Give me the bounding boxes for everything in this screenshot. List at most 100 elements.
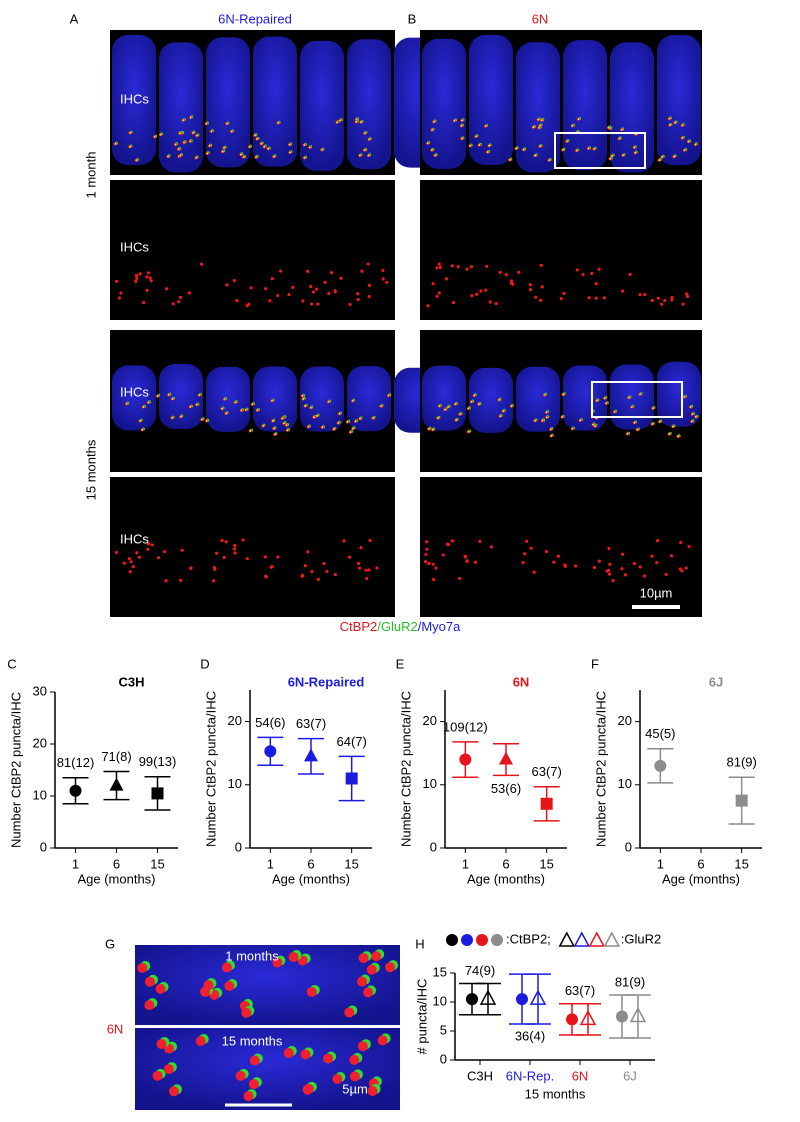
synapse bbox=[587, 296, 591, 300]
synapse bbox=[146, 547, 150, 551]
synapse bbox=[465, 267, 469, 271]
cell bbox=[159, 42, 203, 173]
synapse bbox=[367, 1085, 378, 1096]
synapse bbox=[368, 138, 371, 141]
synapse bbox=[523, 552, 527, 556]
synapse bbox=[425, 547, 429, 551]
synapse bbox=[538, 298, 543, 302]
synapse bbox=[694, 143, 697, 146]
synapse bbox=[561, 149, 564, 151]
synapse bbox=[460, 137, 463, 140]
mean-marker bbox=[566, 1013, 578, 1026]
synapse bbox=[455, 419, 458, 422]
synapse bbox=[167, 155, 169, 158]
synapse bbox=[538, 126, 541, 129]
synapse bbox=[367, 295, 371, 299]
n-label: 36(4) bbox=[515, 1028, 545, 1043]
synapse bbox=[504, 273, 508, 277]
mean-marker bbox=[109, 777, 124, 791]
synapse bbox=[164, 579, 168, 583]
n-label: 109(12) bbox=[443, 719, 488, 734]
synapse bbox=[639, 393, 641, 396]
synapse bbox=[550, 434, 553, 437]
synapse bbox=[670, 298, 674, 302]
synapse bbox=[620, 128, 623, 131]
synapse bbox=[456, 265, 460, 269]
synapse bbox=[494, 301, 498, 306]
synapse bbox=[359, 154, 361, 157]
synapse bbox=[270, 277, 274, 281]
synapse bbox=[681, 302, 685, 306]
synapse bbox=[306, 986, 317, 997]
synapse bbox=[332, 1074, 343, 1085]
synapse bbox=[498, 399, 500, 401]
mean-marker bbox=[459, 753, 472, 766]
synapse bbox=[522, 148, 525, 151]
synapse bbox=[138, 272, 142, 276]
synapse bbox=[251, 403, 254, 406]
synapse bbox=[213, 567, 217, 571]
synapse bbox=[510, 405, 513, 408]
synapse bbox=[597, 559, 602, 563]
synapse bbox=[182, 119, 185, 122]
synapse bbox=[426, 142, 429, 145]
n-label: 63(7) bbox=[296, 716, 326, 731]
synapse bbox=[478, 539, 482, 543]
x-tick-label: 1 bbox=[657, 856, 664, 871]
synapse bbox=[179, 578, 183, 582]
synapse bbox=[359, 546, 363, 550]
synapse bbox=[208, 145, 211, 147]
synapse bbox=[540, 285, 544, 289]
image-panel bbox=[420, 180, 702, 320]
image-panel bbox=[110, 180, 395, 320]
synapse bbox=[539, 263, 543, 267]
synapse bbox=[479, 289, 483, 293]
synapse bbox=[119, 291, 123, 295]
synapse bbox=[164, 287, 169, 291]
synapse bbox=[177, 300, 181, 304]
synapse bbox=[268, 299, 272, 303]
synapse bbox=[168, 1086, 179, 1097]
synapse bbox=[679, 540, 683, 545]
image-panel bbox=[420, 330, 702, 472]
synapse bbox=[115, 279, 119, 283]
synapse bbox=[694, 416, 697, 418]
y-tick-label: 30 bbox=[33, 683, 47, 698]
y-axis-label: Number CtBP2 puncta/IHC bbox=[203, 691, 218, 847]
synapse bbox=[592, 423, 595, 426]
scale-label: 10µm bbox=[640, 585, 673, 600]
x-tick-label: C3H bbox=[467, 1068, 493, 1083]
synapse bbox=[453, 119, 456, 122]
ihc-label: IHCs bbox=[120, 384, 149, 399]
synapse bbox=[431, 282, 435, 286]
synapse bbox=[593, 148, 595, 150]
synapse bbox=[561, 416, 564, 418]
synapse bbox=[427, 561, 431, 566]
synapse bbox=[556, 554, 560, 558]
cell bbox=[516, 42, 560, 173]
synapse bbox=[441, 553, 445, 557]
cell bbox=[516, 366, 560, 432]
caption-part: /GluR2 bbox=[377, 619, 417, 634]
x-tick-label: 15 bbox=[539, 856, 553, 871]
synapse bbox=[638, 292, 642, 297]
synapse bbox=[469, 144, 472, 147]
synapse bbox=[650, 554, 654, 558]
synapse bbox=[477, 403, 480, 406]
synapse bbox=[431, 577, 436, 582]
synapse bbox=[163, 1064, 174, 1075]
synapse bbox=[575, 149, 578, 152]
synapse bbox=[210, 130, 213, 133]
x-tick-label: 6 bbox=[502, 856, 509, 871]
mean-marker bbox=[151, 787, 164, 800]
synapse bbox=[659, 302, 664, 306]
synapse bbox=[267, 147, 270, 150]
chart-title: 6N bbox=[513, 674, 530, 689]
synapse bbox=[663, 298, 667, 303]
synapse bbox=[437, 262, 441, 266]
synapse bbox=[355, 120, 358, 123]
synapse bbox=[607, 572, 612, 576]
mean-marker bbox=[540, 797, 553, 810]
synapse bbox=[437, 291, 441, 295]
